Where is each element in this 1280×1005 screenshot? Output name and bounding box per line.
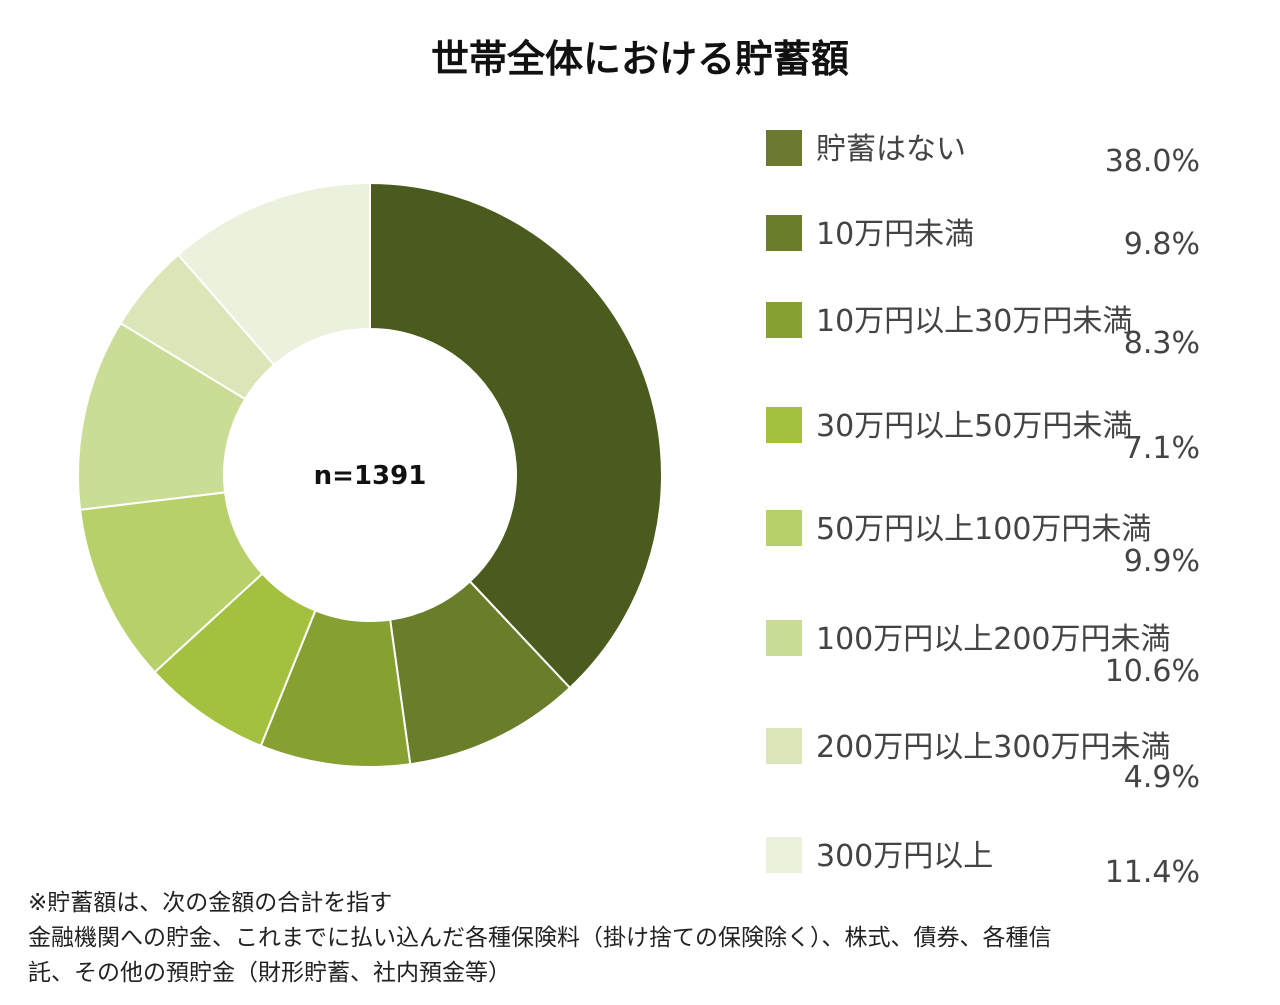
legend-label: 200万円以上300万円未満 bbox=[816, 730, 1171, 765]
legend-item: 貯蓄はない 38.0% bbox=[766, 118, 1200, 198]
legend-swatch bbox=[766, 130, 802, 166]
legend-swatch bbox=[766, 728, 802, 764]
legend-item: 50万円以上100万円未満 9.9% bbox=[766, 498, 1200, 579]
legend-label: 貯蓄はない bbox=[816, 132, 966, 167]
donut-slice bbox=[369, 181, 663, 690]
footnote: ※貯蓄額は、次の金額の合計を指す 金融機関への貯金、これまでに払い込んだ各種保険… bbox=[28, 886, 1052, 991]
data-label: 8.3% bbox=[1123, 326, 1200, 361]
legend-item: 200万円以上300万円未満 4.9% bbox=[766, 716, 1200, 796]
donut-slice bbox=[176, 181, 371, 367]
donut-chart: n=1391 bbox=[77, 181, 663, 768]
data-label: 9.9% bbox=[1123, 544, 1200, 579]
legend-label: 30万円以上50万円未満 bbox=[816, 409, 1133, 444]
data-label: 9.8% bbox=[1123, 227, 1200, 262]
center-label: n=1391 bbox=[314, 461, 427, 491]
data-label: 7.1% bbox=[1123, 431, 1200, 466]
chart-title: 世帯全体における貯蓄額 bbox=[430, 37, 849, 81]
legend-swatch bbox=[766, 302, 802, 338]
legend-label: 300万円以上 bbox=[816, 839, 994, 874]
data-label: 11.4% bbox=[1104, 855, 1200, 890]
legend-swatch bbox=[766, 837, 802, 873]
legend-swatch bbox=[766, 620, 802, 656]
legend-label: 100万円以上200万円未満 bbox=[816, 622, 1171, 657]
legend-label: 50万円以上100万円未満 bbox=[816, 512, 1152, 547]
legend-label: 10万円未満 bbox=[816, 217, 975, 252]
footnote-line: ※貯蓄額は、次の金額の合計を指す bbox=[28, 890, 393, 916]
footnote-line: 金融機関への貯金、これまでに払い込んだ各種保険料（掛け捨ての保険除く）、株式、債… bbox=[28, 925, 1052, 951]
legend-item: 300万円以上 11.4% bbox=[766, 825, 1200, 905]
footnote-line: 託、その他の預貯金（財形貯蓄、社内預金等） bbox=[28, 960, 511, 986]
legend-swatch bbox=[766, 510, 802, 546]
legend-item: 30万円以上50万円未満 7.1% bbox=[766, 395, 1200, 475]
legend-item: 100万円以上200万円未満 10.6% bbox=[766, 608, 1200, 689]
legend-swatch bbox=[766, 407, 802, 443]
legend-label: 10万円以上30万円未満 bbox=[816, 304, 1133, 339]
legend-item: 10万円以上30万円未満 8.3% bbox=[766, 290, 1200, 370]
legend-swatch bbox=[766, 215, 802, 251]
data-label: 10.6% bbox=[1104, 654, 1200, 689]
legend-item: 10万円未満 9.8% bbox=[766, 203, 1200, 283]
data-label: 38.0% bbox=[1104, 144, 1200, 179]
data-label: 4.9% bbox=[1123, 760, 1200, 795]
